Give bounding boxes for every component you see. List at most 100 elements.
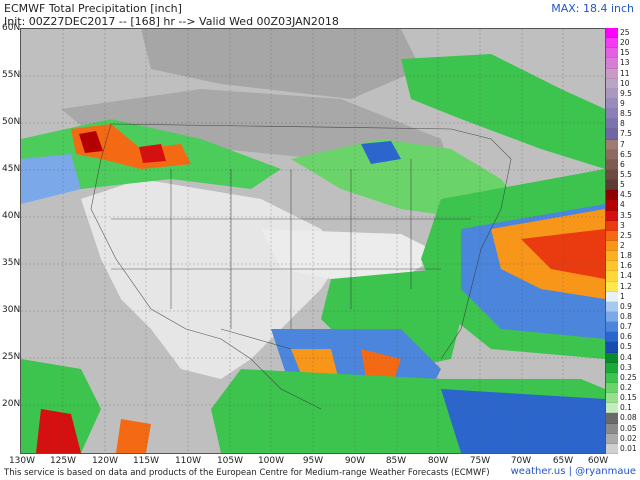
lon-label: 105W: [216, 456, 244, 466]
colorbar-label: 0.05: [620, 423, 637, 433]
colorbar-level: 0.4: [606, 352, 640, 363]
colorbar-label: 0.3: [620, 362, 632, 372]
colorbar-label: 1.4: [620, 271, 632, 281]
colorbar-label: 15: [620, 48, 630, 58]
colorbar-swatch: [606, 241, 618, 252]
colorbar-swatch: [606, 210, 618, 221]
colorbar-level: 0.7: [606, 322, 640, 333]
colorbar-swatch: [606, 271, 618, 282]
colorbar-label: 3.5: [620, 210, 632, 220]
colorbar-level: 9: [606, 99, 640, 110]
colorbar-level: 1.6: [606, 261, 640, 272]
colorbar-label: 0.2: [620, 383, 632, 392]
colorbar-swatch: [606, 220, 618, 231]
colorbar-label: 6.5: [620, 149, 632, 159]
colorbar-swatch: [606, 423, 618, 434]
colorbar-level: 0.9: [606, 301, 640, 312]
colorbar-label: 4: [620, 200, 625, 210]
colorbar-level: 0.02: [606, 433, 640, 444]
lon-label: 100W: [257, 456, 285, 466]
lon-label: 120W: [91, 456, 119, 466]
colorbar-label: 1: [620, 291, 625, 301]
colorbar-label: 1.2: [620, 281, 632, 291]
precip-hawaii-east: [116, 419, 151, 453]
data-notice: This service is based on data and produc…: [4, 468, 490, 478]
lat-label: 55N: [2, 70, 21, 80]
colorbar-level: 1: [606, 291, 640, 302]
colorbar-label: 8: [620, 119, 625, 129]
lon-label: 60W: [587, 456, 609, 466]
precip-peak-idaho: [139, 144, 166, 163]
colorbar-swatch: [606, 119, 618, 130]
lon-label: 95W: [302, 456, 324, 466]
colorbar-swatch: [606, 170, 618, 181]
colorbar-swatch: [606, 58, 618, 69]
lat-label: 35N: [2, 258, 21, 268]
graticule: [21, 29, 605, 453]
colorbar-label: 1.8: [620, 251, 632, 261]
colorbar-swatch: [606, 109, 618, 120]
colorbar-level: 0.08: [606, 413, 640, 424]
colorbar-label: 13: [620, 58, 630, 68]
colorbar-label: 0.25: [620, 372, 637, 382]
colorbar-label: 9.5: [620, 88, 632, 98]
colorbar-swatch: [606, 230, 618, 241]
colorbar-level: 3.5: [606, 210, 640, 221]
colorbar-label: 0.9: [620, 301, 632, 311]
lat-label: 60N: [2, 23, 21, 33]
precip-pacific-blue: [21, 154, 81, 204]
precip-peak-pacific-nw: [79, 131, 103, 153]
colorbar-swatch: [606, 372, 618, 383]
colorbar-label: 0.6: [620, 332, 632, 342]
gray-arctic: [141, 29, 421, 99]
map-subtitle: Init: 00Z27DEC2017 -- [168] hr --> Valid…: [4, 15, 339, 28]
colorbar-level: 4: [606, 200, 640, 211]
colorbar-label: 0.5: [620, 342, 632, 352]
colorbar-level: 11: [606, 68, 640, 79]
colorbar-label: 2: [620, 241, 625, 250]
colorbar-swatch: [606, 190, 618, 201]
lon-label: 110W: [174, 456, 202, 466]
colorbar-label: 0.7: [620, 322, 632, 332]
colorbar-swatch: [606, 139, 618, 150]
colorbar-swatch: [606, 68, 618, 79]
colorbar-label: 25: [620, 28, 630, 37]
colorbar-level: 0.2: [606, 383, 640, 394]
colorbar-level: 15: [606, 48, 640, 59]
colorbar-swatch: [606, 362, 618, 373]
colorbar-swatch: [606, 332, 618, 343]
colorbar-level: 7: [606, 139, 640, 150]
lon-label: 65W: [552, 456, 574, 466]
colorbar-swatch: [606, 261, 618, 272]
lon-label: 130W: [8, 456, 36, 466]
lon-label: 80W: [427, 456, 449, 466]
colorbar-swatch: [606, 251, 618, 262]
lat-label: 25N: [2, 352, 21, 362]
colorbar-level: 0.05: [606, 423, 640, 434]
lon-label: 75W: [469, 456, 491, 466]
precipitation-map[interactable]: [20, 28, 606, 454]
colorbar-label: 6: [620, 159, 625, 169]
colorbar-swatch: [606, 88, 618, 99]
colorbar-label: 5.5: [620, 170, 632, 179]
precip-pacific-sw-core: [36, 409, 81, 453]
colorbar-label: 1.6: [620, 261, 632, 271]
colorbar-swatch: [606, 28, 618, 39]
colorbar-level: 0.3: [606, 362, 640, 373]
colorbar-swatch: [606, 159, 618, 170]
colorbar-swatch: [606, 322, 618, 333]
colorbar-level: 1.8: [606, 251, 640, 262]
colorbar-label: 0.4: [620, 352, 632, 362]
credit-link[interactable]: weather.us | @ryanmaue: [510, 466, 636, 477]
colorbar-level: 0.01: [606, 443, 640, 454]
colorbar-swatch: [606, 403, 618, 414]
colorbar-level: 0.5: [606, 342, 640, 353]
lat-label: 45N: [2, 164, 21, 174]
colorbar-level: 10: [606, 78, 640, 89]
colorbar-label: 5: [620, 180, 625, 190]
colorbar-level: 2: [606, 241, 640, 252]
colorbar-swatch: [606, 413, 618, 424]
colorbar-swatch: [606, 393, 618, 404]
lat-label: 20N: [2, 399, 21, 409]
colorbar-level: 5.5: [606, 170, 640, 181]
